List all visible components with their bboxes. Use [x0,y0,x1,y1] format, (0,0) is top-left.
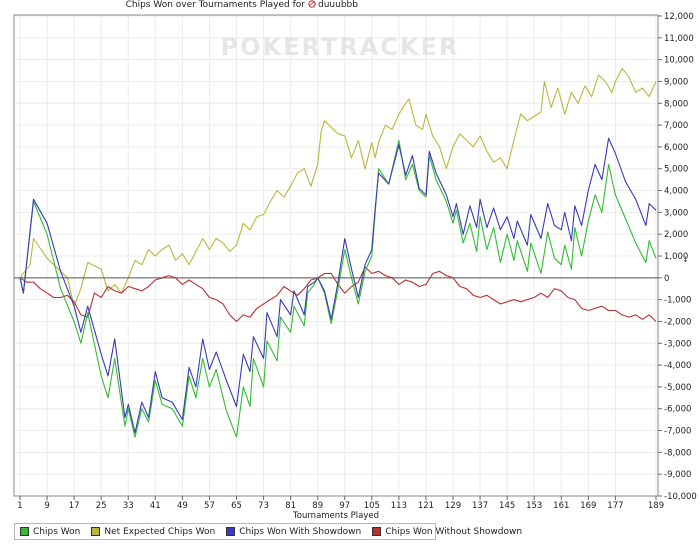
y-tick-label: 4,000 [664,187,688,197]
y-tick-label: 12,000 [664,12,694,22]
series-line-chips-won-without-showdown [19,266,657,323]
series-line-net-expected-chips-won [19,67,657,307]
legend-swatch [20,527,29,536]
x-tick-label: 169 [580,501,596,511]
legend-label: Net Expected Chips Won [104,526,216,537]
x-tick-label: 153 [526,501,542,511]
y-tick-label: 6,000 [664,143,688,153]
x-axis-label: Tournaments Played [292,511,379,521]
y-tick-label: 7,000 [664,121,688,131]
chart-title-text: Chips Won over Tournaments Played for [126,0,306,10]
x-tick-label: 121 [418,501,434,511]
legend-item: Chips Won With Showdown [226,527,361,537]
x-tick-label: 73 [258,501,269,511]
x-tick-label: 161 [553,501,569,511]
x-tick-label: 1 [17,501,22,511]
legend-swatch [91,527,101,536]
chart-title: Chips Won over Tournaments Played for du… [126,0,359,10]
x-tick-label: 145 [499,501,515,511]
x-tick-label: 81 [285,501,296,511]
legend-label: Chips Won With Showdown [239,526,362,537]
x-tick-label: 65 [231,501,242,511]
legend-swatch [226,527,236,536]
x-axis-ticks: 1 9 17 25 33 41 49 57 65 73 81 89 97 105 113 121 129 137 1… [17,496,664,511]
y-tick-label: -4,000 [664,361,691,371]
x-tick-label: 137 [472,501,488,511]
legend-label: Chips Won Without Showdown [385,526,523,537]
y-tick-label: -10,000 [664,492,697,502]
series-layer [19,67,657,438]
y-tick-label: 10,000 [664,56,694,66]
y-tick-label: 11,000 [664,34,694,44]
y-tick-label: -6,000 [664,405,691,415]
y-tick-label: 8,000 [664,99,688,109]
player-site-icon-mark [309,1,315,6]
x-tick-label: 177 [607,501,623,511]
legend-swatch [372,527,382,536]
y-axis-label-glyph: ↓ [682,255,689,264]
x-tick-label: 49 [177,501,188,511]
player-name: duuubbb [318,0,358,10]
x-tick-label: 129 [445,501,461,511]
y-tick-label: -9,000 [664,470,691,480]
x-tick-label: 17 [69,501,80,511]
y-tick-label: 2,000 [664,230,688,240]
x-tick-label: 189 [648,501,664,511]
series-line-chips-won [19,139,657,438]
y-tick-label: -5,000 [664,383,691,393]
y-tick-label: -8,000 [664,448,691,458]
x-tick-label: 9 [44,501,49,511]
x-tick-label: 105 [364,501,380,511]
legend-item: Chips Won Without Showdown [372,527,522,537]
y-tick-label: -3,000 [664,339,691,349]
y-tick-label: -2,000 [664,317,691,327]
x-tick-label: 97 [339,501,350,511]
y-tick-label: 3,000 [664,208,688,218]
x-tick-label: 57 [204,501,215,511]
y-tick-label: 1,000 [664,252,688,262]
pokertracker-watermark: POKERTRACKER [221,33,460,61]
y-tick-label: -7,000 [664,427,691,437]
x-tick-label: 25 [96,501,107,511]
y-tick-label: 0 [664,274,669,284]
chart-legend: Chips Won Net Expected Chips Won Chips Won… [14,523,522,540]
y-axis-ticks: -10,000 -9,000 -8,000 -7,000 -6,000 -5,000 -4,… [658,12,697,502]
grid-layer [14,15,658,497]
y-tick-label: -1,000 [664,296,691,306]
y-tick-label: 5,000 [664,165,688,175]
legend-label: Chips Won [33,526,81,537]
x-tick-label: 89 [312,501,323,511]
legend-item: Chips Won [20,527,80,537]
x-tick-label: 41 [150,501,161,511]
series-line-chips-won-with-showdown [19,137,657,434]
legend-item: Net Expected Chips Won [91,527,215,537]
y-tick-label: 9,000 [664,77,688,87]
x-tick-label: 113 [391,501,407,511]
x-tick-label: 33 [123,501,134,511]
